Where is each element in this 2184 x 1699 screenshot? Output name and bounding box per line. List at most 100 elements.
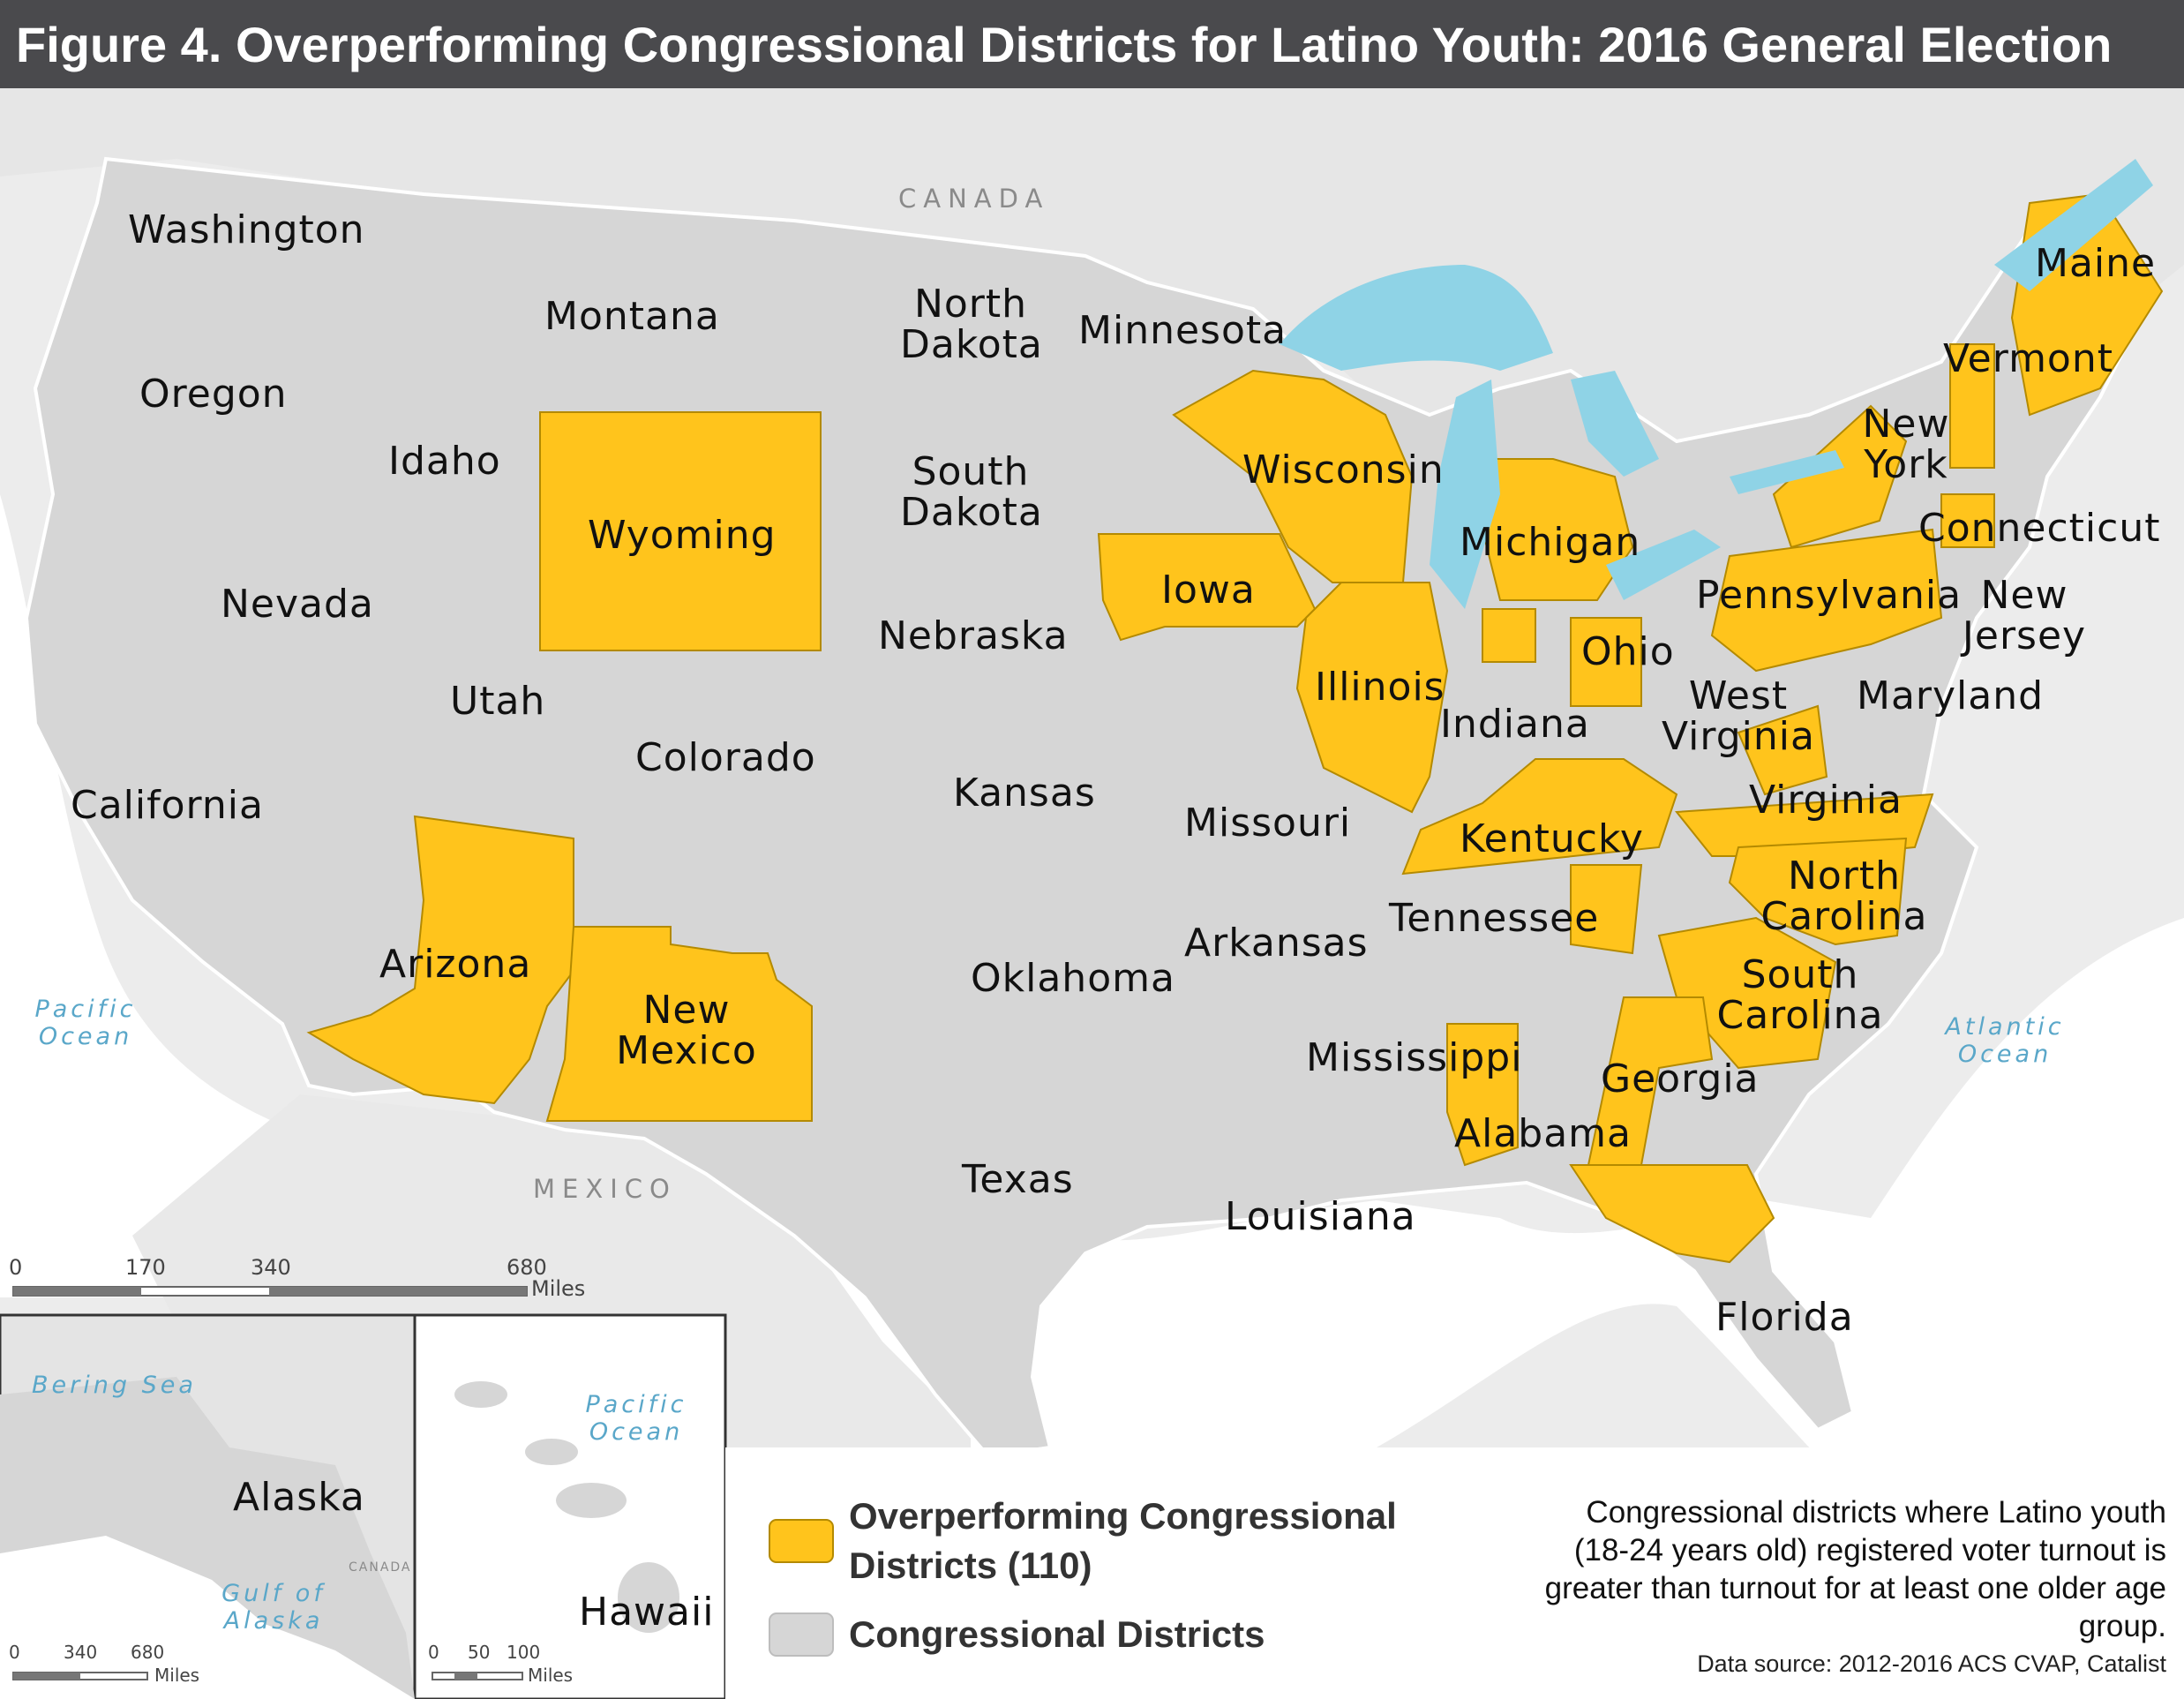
legend-label-overperforming: Overperforming Congressional Districts (…: [849, 1495, 1397, 1586]
district-area-pennsylvania: [1710, 528, 1943, 673]
map-note: Congressional districts where Latino you…: [1544, 1495, 2166, 1643]
district-area-wisconsin: [1172, 369, 1414, 583]
state-label-mississippi: Mississippi: [1306, 1035, 1523, 1080]
state-label-iowa: Iowa: [1161, 568, 1256, 613]
legend-swatch-overperforming: [769, 1519, 834, 1563]
hawaii-oahu: [525, 1439, 578, 1465]
state-label-kentucky: Kentucky: [1460, 816, 1644, 861]
state-label-montana: Montana: [544, 294, 720, 339]
district-area-florida: [1569, 1164, 1775, 1264]
legend-panel: [725, 1447, 2184, 1699]
district-area-kentucky: [1401, 758, 1678, 876]
water-label-pacific: Pacific Ocean: [34, 996, 137, 1050]
state-label-louisiana: Louisiana: [1225, 1194, 1416, 1239]
scale-alaska-unit: Miles: [154, 1665, 200, 1686]
state-label-wisconsin: Wisconsin: [1242, 447, 1445, 492]
state-label-nevada: Nevada: [221, 582, 374, 627]
state-label-arizona: Arizona: [379, 942, 532, 987]
state-label-north-dakota: North Dakota: [900, 282, 1043, 367]
scale-alaska-tick-2: 680: [131, 1642, 165, 1663]
alaska-scale-bar: [12, 1672, 148, 1680]
state-label-hawaii: Hawaii: [579, 1590, 715, 1635]
state-label-florida: Florida: [1715, 1295, 1854, 1340]
state-label-north-carolina: North Carolina: [1760, 853, 1928, 939]
state-label-washington: Washington: [128, 207, 365, 252]
hawaii-big-island: [618, 1562, 679, 1633]
legend-swatch-districts: [769, 1613, 834, 1657]
hawaii-scale-bar: [432, 1672, 523, 1680]
state-label-new-york: New York: [1862, 402, 1950, 487]
pacific-water: [0, 494, 318, 1297]
district-area-indiana: [1482, 608, 1536, 663]
lake-ontario: [1730, 450, 1844, 494]
scale-main-unit: Miles: [531, 1276, 586, 1301]
state-label-connecticut: Connecticut: [1918, 506, 2161, 551]
scale-main-tick-3: 680: [507, 1255, 547, 1280]
state-label-alabama: Alabama: [1454, 1111, 1632, 1156]
state-label-utah: Utah: [450, 679, 546, 724]
state-label-georgia: Georgia: [1601, 1056, 1760, 1101]
title-bar: Figure 4. Overperforming Congressional D…: [0, 0, 2184, 88]
water-label-atlantic: Atlantic Ocean: [1945, 1013, 2065, 1068]
scale-hawaii-tick-0: 0: [428, 1642, 439, 1663]
state-label-tennessee: Tennessee: [1389, 896, 1600, 941]
district-area-new-mexico: [545, 926, 813, 1122]
country-label-canada: CANADA: [898, 184, 1050, 214]
district-area-wyoming: [539, 411, 822, 651]
state-label-nebraska: Nebraska: [878, 613, 1069, 658]
state-label-vermont: Vermont: [1943, 336, 2113, 381]
state-label-colorado: Colorado: [635, 735, 816, 780]
country-label-mexico: MEXICO: [533, 1174, 677, 1204]
scale-main-tick-1: 170: [125, 1255, 166, 1280]
state-label-maryland: Maryland: [1857, 673, 2045, 718]
overperforming-districts: [306, 192, 2164, 1264]
water-label-bering-sea: Bering Sea: [32, 1372, 197, 1399]
scale-hawaii-unit: Miles: [528, 1665, 574, 1686]
state-label-texas: Texas: [962, 1157, 1074, 1202]
state-label-idaho: Idaho: [388, 439, 501, 484]
state-label-alaska: Alaska: [233, 1475, 365, 1520]
state-label-maine: Maine: [2035, 241, 2157, 286]
state-label-virginia: Virginia: [1749, 778, 1903, 823]
state-label-indiana: Indiana: [1440, 702, 1590, 747]
state-label-kansas: Kansas: [953, 771, 1096, 816]
state-label-oklahoma: Oklahoma: [971, 956, 1175, 1001]
district-area-vermont: [1949, 343, 1995, 469]
great-lakes: [1280, 159, 2153, 609]
legend-label-districts: Congressional Districts: [849, 1613, 1265, 1655]
lake-superior: [1280, 265, 1553, 371]
hawaii-maui: [556, 1483, 627, 1518]
scale-alaska-tick-0: 0: [9, 1642, 20, 1663]
data-source: Data source: 2012-2016 ACS CVAP, Catalis…: [1697, 1650, 2166, 1677]
district-area-ohio: [1570, 617, 1642, 707]
state-label-california: California: [71, 783, 264, 828]
scale-hawaii-tick-1: 50: [468, 1642, 491, 1663]
alaska-gulf-water: [0, 1536, 415, 1699]
scale-alaska-tick-1: 340: [64, 1642, 98, 1663]
district-area-tennessee: [1570, 864, 1643, 955]
main-scale-bar: [12, 1286, 528, 1297]
lake-erie: [1606, 530, 1721, 600]
state-label-pennsylvania: Pennsylvania: [1696, 573, 1963, 618]
figure-title: Figure 4. Overperforming Congressional D…: [16, 17, 2113, 72]
state-label-arkansas: Arkansas: [1184, 921, 1369, 966]
state-label-minnesota: Minnesota: [1078, 308, 1287, 353]
state-label-south-carolina: South Carolina: [1716, 952, 1884, 1038]
state-label-south-dakota: South Dakota: [900, 449, 1043, 535]
state-label-west-virginia: West Virginia: [1662, 673, 1815, 759]
district-area-alabama: [1446, 1023, 1519, 1167]
state-label-ohio: Ohio: [1581, 629, 1675, 674]
district-area-illinois: [1295, 582, 1449, 814]
country-label-canada-inset: CANADA: [349, 1560, 412, 1575]
scale-hawaii-tick-2: 100: [507, 1642, 541, 1663]
state-label-michigan: Michigan: [1460, 520, 1641, 565]
state-label-wyoming: Wyoming: [588, 513, 777, 558]
state-label-illinois: Illinois: [1315, 665, 1445, 710]
district-area-new-york: [1772, 404, 1908, 549]
canada-region: [0, 88, 2184, 512]
district-area-north-carolina: [1728, 837, 1908, 946]
district-area-connecticut: [1940, 493, 1995, 548]
scale-main-tick-2: 340: [251, 1255, 291, 1280]
lake-michigan: [1430, 380, 1500, 609]
